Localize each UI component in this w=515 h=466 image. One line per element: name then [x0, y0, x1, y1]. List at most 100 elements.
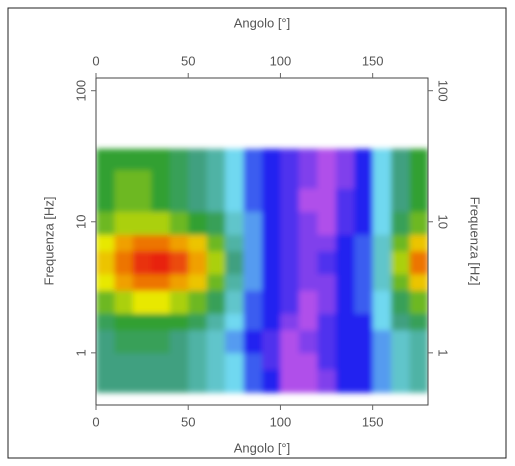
heatmap-cell [372, 188, 392, 212]
heatmap-cell [243, 273, 263, 291]
heatmap-cell [151, 211, 171, 235]
heatmap-cell [243, 352, 263, 370]
heatmap-cell [391, 329, 411, 354]
heatmap-cell [372, 211, 392, 235]
heatmap-cell [225, 329, 245, 354]
heatmap-cell [298, 250, 318, 275]
heatmap-cell [335, 211, 355, 235]
heatmap-cell [298, 290, 318, 314]
x-tick-label: 50 [181, 414, 195, 429]
heatmap-cell [354, 352, 374, 370]
heatmap-cell [96, 211, 115, 235]
heatmap-cell [114, 234, 134, 252]
heatmap-cell [206, 250, 226, 275]
heatmap-cell [409, 211, 428, 235]
heatmap-cell [262, 273, 281, 291]
x-tick-label: 100 [270, 414, 292, 429]
heatmap-cell [317, 188, 337, 212]
heatmap-cell [96, 352, 115, 370]
heatmap-cell [206, 188, 226, 212]
heatmap-cell [225, 211, 245, 235]
heatmap-cell [225, 169, 245, 189]
heatmap-cell [188, 313, 208, 331]
heatmap-cell [317, 273, 337, 291]
heatmap-cell [391, 290, 411, 314]
heatmap-cell [169, 352, 189, 370]
y-tick-label: 100 [73, 80, 88, 102]
heatmap-cell [372, 169, 392, 189]
heatmap-cell [335, 369, 355, 393]
heatmap-cell [317, 148, 337, 171]
heatmap-cell [169, 250, 189, 275]
heatmap-cell [354, 290, 374, 314]
heatmap-cell [298, 234, 318, 252]
heatmap-cell [317, 169, 337, 189]
heatmap-cell [354, 329, 374, 354]
x-axis-title-top: Angolo [°] [234, 15, 291, 30]
heatmap-cell [132, 329, 152, 354]
heatmap-cell [243, 250, 263, 275]
heatmap-cell [280, 234, 300, 252]
heatmap-cell [391, 369, 411, 393]
heatmap-cell [335, 290, 355, 314]
heatmap-cell [151, 250, 171, 275]
heatmap-cell [151, 148, 171, 171]
heatmap-cell [391, 250, 411, 275]
heatmap-cell [96, 290, 115, 314]
heatmap-cell [114, 313, 134, 331]
heatmap-cell [298, 352, 318, 370]
heatmap-cell [151, 290, 171, 314]
heatmap-cell [317, 313, 337, 331]
heatmap-cell [225, 250, 245, 275]
x-tick-label-top: 0 [92, 53, 99, 68]
heatmap-cell [409, 169, 428, 189]
heatmap-cell [335, 329, 355, 354]
heatmap-cell [262, 313, 281, 331]
heatmap-cell [391, 169, 411, 189]
heatmap-cell [354, 273, 374, 291]
heatmap-cells [96, 148, 428, 393]
heatmap-cell [354, 188, 374, 212]
heatmap-cell [169, 273, 189, 291]
heatmap-cell [262, 234, 281, 252]
heatmap-cell [188, 188, 208, 212]
heatmap-cell [391, 352, 411, 370]
heatmap-cell [372, 290, 392, 314]
heatmap-cell [280, 290, 300, 314]
heatmap-cell [335, 313, 355, 331]
heatmap-cell [391, 211, 411, 235]
heatmap-cell [262, 250, 281, 275]
heatmap-cell [317, 369, 337, 393]
heatmap-cell [225, 273, 245, 291]
heatmap-cell [280, 369, 300, 393]
y-tick-label-right: 10 [436, 215, 451, 229]
heatmap-cell [335, 234, 355, 252]
heatmap-cell [169, 211, 189, 235]
heatmap-cell [372, 313, 392, 331]
heatmap-cell [151, 352, 171, 370]
heatmap-cell [96, 313, 115, 331]
heatmap-cell [169, 329, 189, 354]
heatmap-cell [280, 273, 300, 291]
heatmap-cell [132, 188, 152, 212]
heatmap-cell [225, 188, 245, 212]
heatmap-cell [132, 273, 152, 291]
y-axis-title-right: Frequenza [Hz] [468, 197, 483, 286]
heatmap-cell [243, 148, 263, 171]
heatmap-cell [132, 234, 152, 252]
heatmap-cell [280, 329, 300, 354]
heatmap-cell [409, 313, 428, 331]
heatmap-cell [132, 369, 152, 393]
heatmap-cell [96, 188, 115, 212]
heatmap-cell [409, 188, 428, 212]
heatmap-cell [335, 250, 355, 275]
x-tick-label: 0 [92, 414, 99, 429]
heatmap-cell [243, 211, 263, 235]
heatmap-cell [206, 148, 226, 171]
heatmap-cell [391, 273, 411, 291]
heatmap-cell [206, 211, 226, 235]
heatmap-cell [262, 169, 281, 189]
heatmap-cell [114, 188, 134, 212]
heatmap-cell [151, 329, 171, 354]
heatmap-cell [114, 148, 134, 171]
